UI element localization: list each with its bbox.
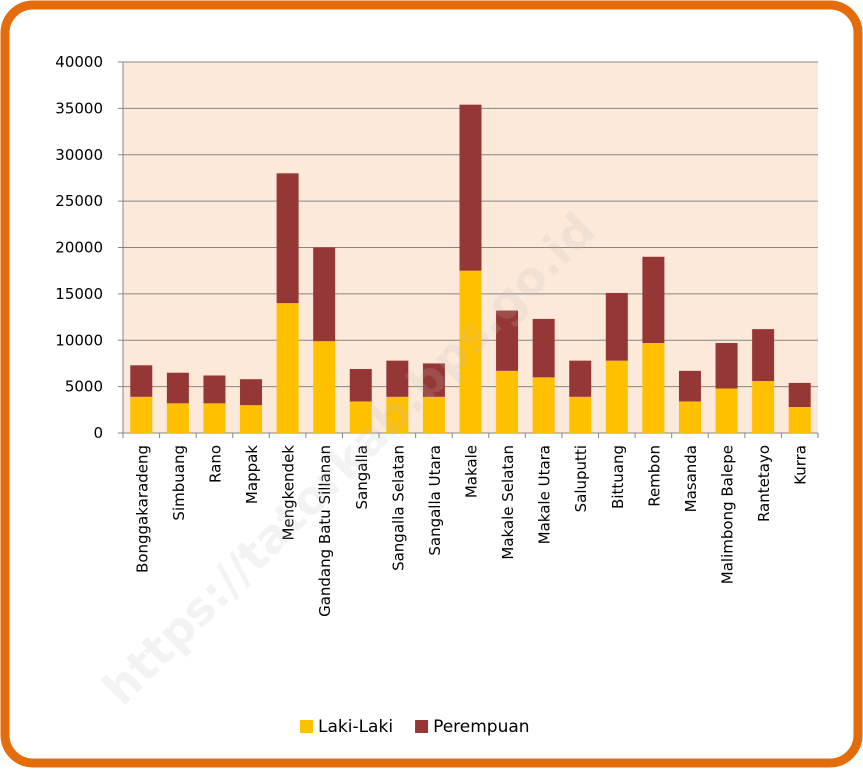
bar-segment: [459, 104, 482, 271]
x-tick-label: Sangalla Utara: [426, 445, 444, 556]
bar-segment: [605, 360, 628, 433]
x-tick-label: Gandang Batu Sillanan: [316, 445, 334, 617]
x-tick-label: Rantetayo: [755, 445, 773, 522]
bar-segment: [752, 329, 775, 382]
bar-segment: [130, 396, 153, 433]
y-tick-label: 0: [93, 424, 103, 442]
bar-segment: [240, 405, 263, 433]
bar-segment: [569, 396, 592, 433]
bar-segment: [532, 377, 555, 433]
x-tick-label: Bittuang: [609, 445, 627, 509]
x-tick-label: Rembon: [645, 445, 663, 507]
x-tick-label: Malimbong Balepe: [719, 445, 737, 584]
bar-segment: [752, 381, 775, 433]
legend-label: Perempuan: [433, 717, 530, 737]
bar-segment: [422, 363, 445, 397]
bar-segment: [496, 370, 519, 433]
bar-segment: [276, 173, 299, 304]
y-tick-label: 30000: [55, 146, 103, 164]
bar-segment: [642, 256, 665, 344]
bar-segment: [349, 369, 372, 402]
x-tick-label: Bonggakaradeng: [133, 445, 151, 573]
y-tick-label: 40000: [55, 53, 103, 71]
x-tick-label: Makale Utara: [536, 445, 554, 544]
y-tick-label: 5000: [65, 378, 103, 396]
bar-segment: [496, 310, 519, 371]
y-tick-label: 15000: [55, 285, 103, 303]
bar-segment: [532, 318, 555, 378]
x-tick-label: Makale Selatan: [499, 445, 517, 560]
bar-segment: [569, 360, 592, 397]
bar-segment: [240, 379, 263, 406]
y-tick-label: 10000: [55, 331, 103, 349]
bar-segment: [313, 247, 336, 342]
bar-segment: [203, 403, 226, 433]
x-tick-label: Mappak: [243, 445, 261, 504]
bar-segment: [276, 303, 299, 433]
y-tick-label: 20000: [55, 239, 103, 257]
bar-segment: [642, 343, 665, 433]
bar-segment: [386, 396, 409, 433]
x-tick-label: Kurra: [792, 445, 810, 485]
x-tick-label: Makale: [463, 445, 481, 498]
bar-segment: [605, 292, 628, 361]
legend-swatch: [300, 720, 313, 733]
x-tick-label: Masanda: [682, 445, 700, 512]
bar-segment: [459, 270, 482, 433]
bar-segment: [715, 388, 738, 433]
y-tick-label: 25000: [55, 192, 103, 210]
x-tick-label: Rano: [206, 445, 224, 483]
y-tick-label: 35000: [55, 99, 103, 117]
bar-segment: [166, 372, 189, 404]
legend-swatch: [415, 720, 429, 733]
bar-segment: [313, 341, 336, 433]
bar-segment: [788, 382, 811, 408]
bar-segment: [788, 407, 811, 433]
bar-segment: [715, 343, 738, 389]
bar-segment: [678, 370, 701, 402]
bar-segment: [130, 365, 153, 397]
bar-segment: [386, 360, 409, 397]
legend-label: Laki-Laki: [318, 717, 393, 737]
x-tick-label: Saluputti: [572, 445, 590, 512]
bar-segment: [678, 401, 701, 433]
bar-segment: [349, 401, 372, 433]
bar-segment: [422, 396, 445, 433]
x-tick-label: Mengkendek: [280, 445, 298, 541]
x-tick-label: Sangalla Selatan: [389, 445, 407, 571]
bar-segment: [166, 403, 189, 433]
x-tick-label: Sangalla: [353, 445, 371, 509]
bar-segment: [203, 375, 226, 404]
x-tick-label: Simbuang: [170, 445, 188, 521]
